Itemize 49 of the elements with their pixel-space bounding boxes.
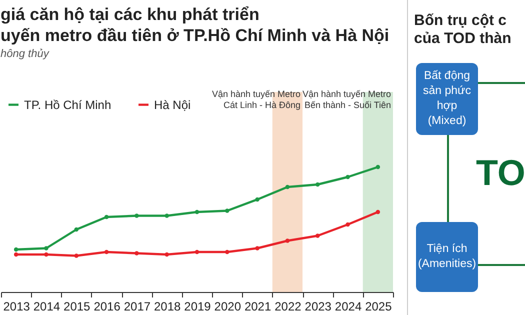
point xyxy=(376,210,380,214)
x-tick-label: 2013 xyxy=(3,300,30,314)
x-tick-label: 2017 xyxy=(124,300,151,314)
point xyxy=(255,197,260,202)
point xyxy=(74,254,79,258)
x-tick-label: 2020 xyxy=(214,300,242,314)
point xyxy=(225,208,230,213)
point xyxy=(74,227,79,232)
x-tick-label: 2023 xyxy=(304,300,332,314)
point xyxy=(134,251,139,256)
x-tick-label: 2024 xyxy=(334,300,362,314)
point xyxy=(225,250,230,254)
legend-label: Hà Nội xyxy=(154,98,191,112)
chart-subtitle: hông thủy xyxy=(0,48,50,60)
point xyxy=(104,250,109,254)
point xyxy=(315,182,320,187)
point xyxy=(376,164,380,170)
x-tick-label: 2022 xyxy=(274,300,302,314)
x-tick-label: 2016 xyxy=(94,300,121,314)
point xyxy=(346,174,350,180)
x-tick-label: 2015 xyxy=(64,300,91,314)
x-tick-label: 2018 xyxy=(154,300,182,314)
point xyxy=(346,222,350,227)
point xyxy=(255,246,260,250)
x-tick-label: 2025 xyxy=(365,300,392,314)
point xyxy=(194,210,200,214)
text: Bất động sản phức hợp (Mixed) xyxy=(416,63,478,135)
text: Bốn trụ cột c của TOD thàn xyxy=(414,12,512,48)
band-label: Vận hành tuyến Metro Cát Linh - Hà Đông xyxy=(212,89,301,110)
point xyxy=(14,252,18,257)
point xyxy=(164,214,169,218)
point xyxy=(44,252,48,257)
point xyxy=(315,234,320,238)
point xyxy=(164,252,169,257)
x-tick-label: 2021 xyxy=(244,300,272,314)
legend-label: TP. Hồ Chí Minh xyxy=(24,98,112,112)
point xyxy=(14,247,18,252)
x-tick-label: 2019 xyxy=(184,300,212,314)
point xyxy=(44,246,48,250)
x-tick-label: 2014 xyxy=(33,300,60,314)
point xyxy=(285,184,290,190)
point xyxy=(134,214,139,218)
chart-title: giá căn hộ tại các khu phát triển uyến metro đầu tiên ở TP.Hồ Chí Minh và Hà Nội xyxy=(0,5,390,45)
point xyxy=(194,250,200,254)
text: TO xyxy=(476,152,525,194)
point xyxy=(285,238,290,243)
point xyxy=(104,214,109,220)
band-label: Vận hành tuyến Metro Bến thành - Suối Tiên xyxy=(302,89,391,110)
text: Tiện ích (Amenities) xyxy=(416,222,478,292)
